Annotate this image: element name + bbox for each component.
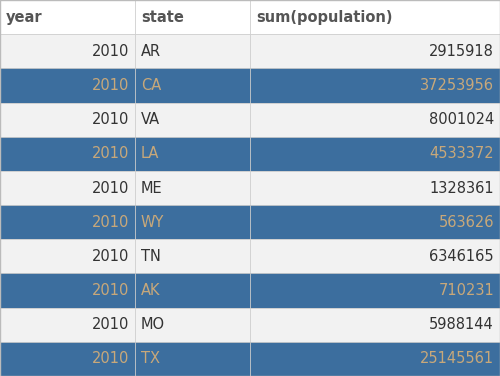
Text: CA: CA: [141, 78, 161, 93]
Bar: [0, 103, 135, 137]
Text: MO: MO: [141, 317, 165, 332]
Text: 1328361: 1328361: [430, 180, 494, 196]
Bar: [250, 0, 500, 34]
Text: 2010: 2010: [92, 283, 129, 298]
Bar: [250, 308, 500, 342]
Text: 5988144: 5988144: [429, 317, 494, 332]
Bar: [250, 273, 500, 308]
Text: 563626: 563626: [438, 215, 494, 230]
Text: AK: AK: [141, 283, 161, 298]
Bar: [135, 137, 250, 171]
Bar: [0, 308, 135, 342]
Text: 2010: 2010: [92, 44, 129, 59]
Bar: [135, 205, 250, 239]
Text: 2010: 2010: [92, 112, 129, 127]
Text: 6346165: 6346165: [430, 249, 494, 264]
Text: 2010: 2010: [92, 249, 129, 264]
Bar: [0, 68, 135, 103]
Text: WY: WY: [141, 215, 165, 230]
Text: 8001024: 8001024: [429, 112, 494, 127]
Bar: [135, 308, 250, 342]
Bar: [0, 205, 135, 239]
Bar: [250, 239, 500, 273]
Text: 37253956: 37253956: [420, 78, 494, 93]
Text: 2010: 2010: [92, 180, 129, 196]
Text: 2010: 2010: [92, 146, 129, 161]
Text: sum(population): sum(population): [256, 10, 392, 24]
Bar: [0, 273, 135, 308]
Bar: [135, 342, 250, 376]
Text: ME: ME: [141, 180, 163, 196]
Bar: [250, 137, 500, 171]
Bar: [250, 68, 500, 103]
Bar: [250, 103, 500, 137]
Bar: [250, 342, 500, 376]
Text: VA: VA: [141, 112, 160, 127]
Text: 2010: 2010: [92, 352, 129, 366]
Text: 2010: 2010: [92, 317, 129, 332]
Bar: [250, 171, 500, 205]
Text: state: state: [141, 10, 184, 24]
Text: TX: TX: [141, 352, 160, 366]
Bar: [135, 68, 250, 103]
Bar: [0, 342, 135, 376]
Bar: [135, 103, 250, 137]
Text: 2010: 2010: [92, 78, 129, 93]
Bar: [0, 239, 135, 273]
Bar: [0, 0, 135, 34]
Bar: [135, 171, 250, 205]
Text: 2915918: 2915918: [429, 44, 494, 59]
Bar: [135, 273, 250, 308]
Text: TN: TN: [141, 249, 161, 264]
Text: 25145561: 25145561: [420, 352, 494, 366]
Text: LA: LA: [141, 146, 160, 161]
Text: AR: AR: [141, 44, 161, 59]
Bar: [250, 205, 500, 239]
Bar: [250, 34, 500, 68]
Bar: [0, 137, 135, 171]
Text: 4533372: 4533372: [430, 146, 494, 161]
Bar: [135, 34, 250, 68]
Text: 2010: 2010: [92, 215, 129, 230]
Bar: [0, 34, 135, 68]
Bar: [135, 0, 250, 34]
Bar: [0, 171, 135, 205]
Bar: [135, 239, 250, 273]
Text: year: year: [6, 10, 43, 24]
Text: 710231: 710231: [438, 283, 494, 298]
